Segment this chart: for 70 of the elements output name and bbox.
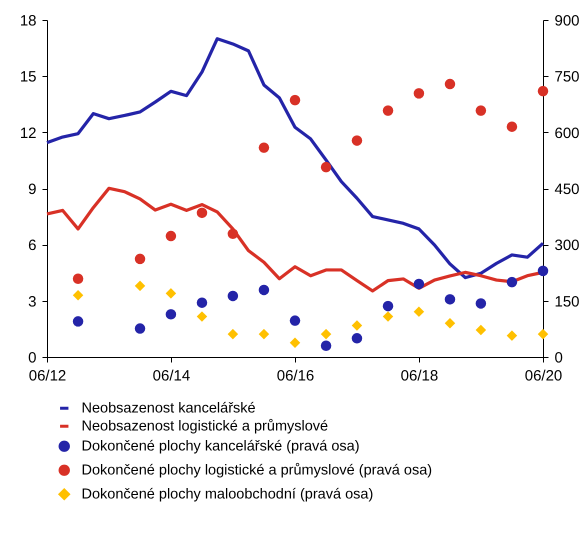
y-tick-label: 6	[28, 237, 36, 254]
point	[538, 328, 548, 340]
point	[538, 86, 548, 96]
y-tick-label: 3	[28, 293, 36, 310]
point	[506, 276, 518, 288]
point	[382, 105, 394, 116]
point	[320, 328, 332, 340]
y2-tick-label: 450	[554, 181, 580, 198]
y2-tick-label: 750	[554, 68, 580, 86]
point	[290, 315, 300, 326]
point	[506, 330, 518, 341]
y-tick-label: 12	[20, 124, 36, 142]
point	[166, 230, 176, 242]
point	[444, 78, 456, 90]
y2-tick-label: 300	[554, 237, 580, 254]
point	[72, 316, 84, 327]
legend-label: Neobsazenost logistické a průmyslové	[82, 418, 328, 434]
x-tick-label: 06/16	[276, 368, 314, 384]
point	[196, 208, 208, 218]
point	[258, 142, 270, 153]
point	[228, 328, 238, 340]
point	[444, 294, 456, 305]
point	[196, 297, 208, 308]
point	[196, 311, 208, 322]
x-tick-label: 06/18	[400, 368, 438, 384]
point	[166, 309, 176, 320]
y-tick-label: 0	[28, 350, 36, 366]
x-tick-label: 06/20	[524, 368, 562, 384]
point	[444, 318, 456, 329]
point	[352, 320, 362, 331]
point	[290, 94, 300, 106]
y2-tick-label: 600	[554, 124, 580, 142]
point	[320, 162, 332, 172]
x-tick-label: 06/14	[152, 368, 190, 384]
point	[258, 328, 270, 340]
point	[414, 278, 424, 290]
legend-label: Dokončené plochy logistické a průmyslové (pravá osa)	[82, 462, 432, 478]
point	[476, 324, 486, 336]
legend-label: Dokončené plochy maloobchodní (pravá osa)	[82, 486, 374, 502]
y-tick-label: 18	[20, 12, 36, 30]
legend-label: Neobsazenost kancelářské	[82, 400, 256, 416]
point	[382, 300, 394, 312]
point	[506, 121, 518, 132]
point	[382, 311, 394, 322]
point	[228, 290, 238, 302]
point	[538, 266, 548, 276]
point	[352, 135, 362, 146]
y-tick-label: 15	[20, 68, 36, 86]
point	[134, 280, 146, 292]
line-series	[45, 37, 545, 280]
point	[166, 288, 176, 299]
y-tick-label: 9	[28, 181, 36, 198]
point	[134, 254, 146, 264]
point	[72, 290, 84, 300]
y2-tick-label: 0	[554, 350, 563, 366]
point	[72, 274, 84, 284]
y2-tick-label: 150	[554, 293, 580, 310]
point	[476, 105, 486, 116]
point	[320, 340, 332, 351]
point	[290, 338, 300, 348]
point	[258, 284, 270, 296]
x-tick-label: 06/12	[28, 368, 66, 384]
point	[414, 88, 424, 99]
point	[134, 323, 146, 334]
legend-label: Dokončené plochy kancelářské (pravá osa)	[82, 438, 360, 454]
y2-tick-label: 900	[554, 12, 580, 30]
point	[352, 333, 362, 344]
point	[476, 298, 486, 309]
point	[414, 306, 424, 317]
point	[228, 228, 238, 240]
